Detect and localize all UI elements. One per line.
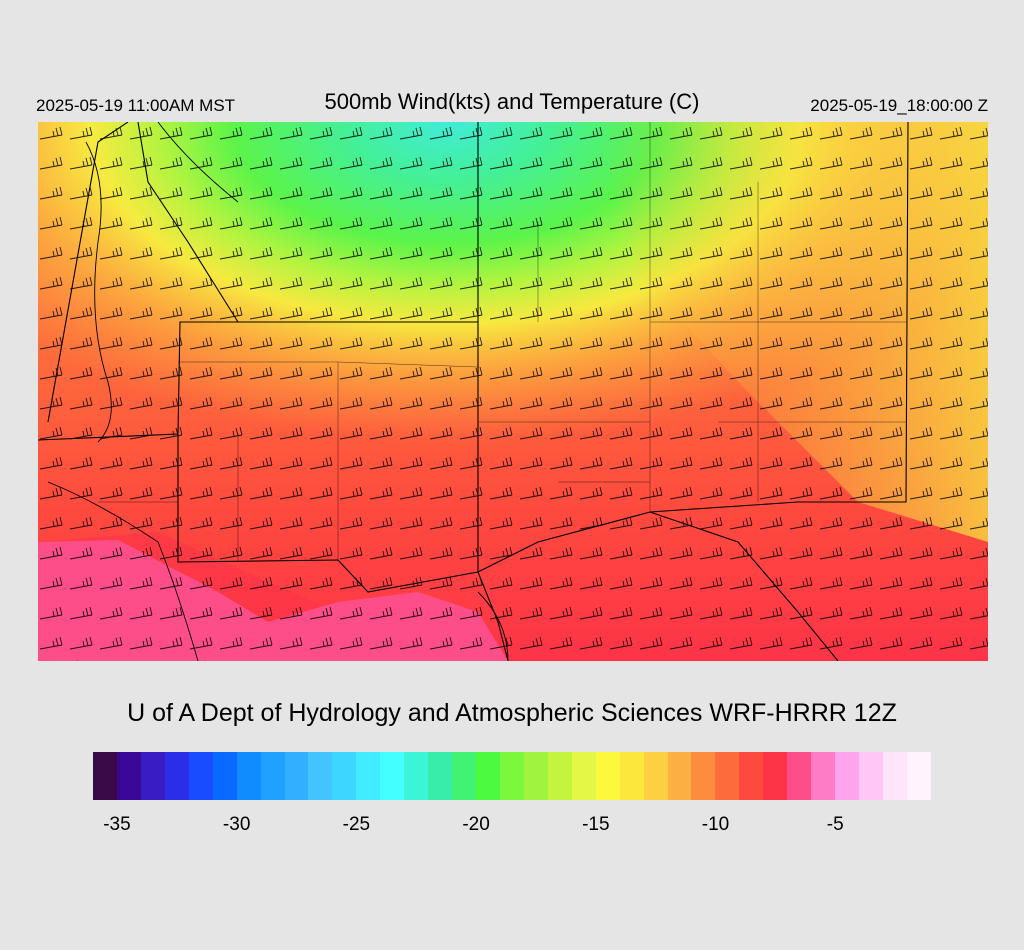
colorbar-segment xyxy=(859,752,883,800)
model-credit: U of A Dept of Hydrology and Atmospheric… xyxy=(127,699,897,727)
colorbar-segment xyxy=(332,752,357,800)
temperature-colorbar xyxy=(93,752,931,800)
colorbar-segment xyxy=(811,752,836,800)
temperature-wind-map xyxy=(38,122,988,661)
colorbar-segment xyxy=(667,752,692,800)
colorbar-segment xyxy=(140,752,165,800)
colorbar-segment xyxy=(188,752,213,800)
colorbar-tick-label: -5 xyxy=(826,814,844,835)
colorbar-segment xyxy=(212,752,237,800)
colorbar-segment xyxy=(739,752,764,800)
colorbar-segment xyxy=(715,752,740,800)
colorbar-segment xyxy=(356,752,381,800)
colorbar-segment xyxy=(236,752,261,800)
colorbar-segment xyxy=(476,752,500,800)
colorbar-segment xyxy=(93,752,117,800)
colorbar-segment xyxy=(691,752,716,800)
colorbar-segment xyxy=(763,752,788,800)
county-borders xyxy=(98,122,906,562)
wind-barbs xyxy=(38,122,988,661)
colorbar-tick-label: -25 xyxy=(342,814,371,835)
colorbar-segment xyxy=(906,752,931,800)
colorbar-segment xyxy=(308,752,333,800)
colorbar-segment xyxy=(571,752,596,800)
rivers xyxy=(47,122,509,661)
valid-utc-time: 2025-05-19_18:00:00 Z xyxy=(810,96,988,115)
colorbar-segment xyxy=(404,752,429,800)
state-borders xyxy=(38,122,909,661)
colorbar-segment xyxy=(547,752,572,800)
colorbar-segment xyxy=(164,752,189,800)
map-canvas xyxy=(38,122,988,661)
colorbar-segment xyxy=(787,752,812,800)
colorbar-segment xyxy=(595,752,620,800)
colorbar-tick-label: -30 xyxy=(222,814,251,835)
colorbar-segment xyxy=(523,752,548,800)
colorbar-segment xyxy=(499,752,524,800)
colorbar-tick-label: -35 xyxy=(103,814,131,835)
colorbar-tick-label: -20 xyxy=(462,814,490,835)
colorbar-segment xyxy=(116,752,141,800)
colorbar-segment xyxy=(284,752,309,800)
colorbar-segment xyxy=(428,752,453,800)
colorbar-segment xyxy=(643,752,668,800)
valid-local-time: 2025-05-19 11:00AM MST xyxy=(36,96,236,115)
colorbar-segment xyxy=(260,752,285,800)
colorbar-segment xyxy=(452,752,476,800)
map-title: 500mb Wind(kts) and Temperature (C) xyxy=(324,89,700,114)
colorbar-segment xyxy=(835,752,859,800)
colorbar-segment xyxy=(619,752,644,800)
colorbar-tick-label: -10 xyxy=(701,814,730,835)
colorbar-segment xyxy=(380,752,405,800)
colorbar-tick-label: -15 xyxy=(582,814,610,835)
colorbar-segment xyxy=(882,752,907,800)
